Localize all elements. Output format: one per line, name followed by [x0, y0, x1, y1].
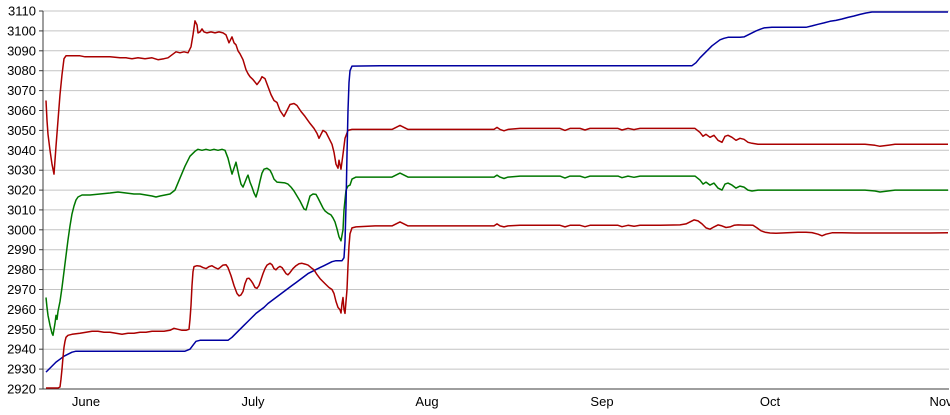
- y-tick-label: 2980: [7, 262, 36, 277]
- y-tick-label: 3050: [7, 123, 36, 138]
- x-tick-label: July: [241, 394, 265, 409]
- upper-red-line: [45, 20, 948, 175]
- y-tick-label: 2940: [7, 342, 36, 357]
- y-tick-label: 3010: [7, 202, 36, 217]
- y-tick-label: 2970: [7, 282, 36, 297]
- y-tick-label: 3110: [8, 4, 36, 19]
- x-tick-label: Sep: [590, 394, 613, 409]
- green-line: [45, 148, 948, 337]
- y-tick-label: 2920: [7, 382, 36, 397]
- x-tick-label: Nov: [929, 394, 950, 409]
- y-tick-label: 2960: [7, 302, 36, 317]
- y-tick-label: 3030: [7, 163, 36, 178]
- y-tick-label: 2950: [7, 322, 36, 337]
- x-tick-label: Aug: [415, 394, 438, 409]
- y-tick-label: 3090: [7, 43, 36, 58]
- y-tick-label: 3040: [7, 143, 36, 158]
- y-tick-label: 3100: [7, 23, 36, 38]
- blue-line: [45, 11, 948, 373]
- lower-red-line: [46, 219, 949, 389]
- y-tick-label: 3060: [7, 103, 36, 118]
- y-tick-label: 2990: [7, 242, 36, 257]
- y-tick-label: 3020: [7, 183, 36, 198]
- y-tick-label: 3070: [7, 83, 36, 98]
- y-tick-label: 2930: [7, 362, 36, 377]
- x-tick-label: Oct: [760, 394, 781, 409]
- y-tick-label: 3080: [7, 63, 36, 78]
- y-tick-label: 3000: [7, 222, 36, 237]
- x-tick-label: June: [72, 394, 100, 409]
